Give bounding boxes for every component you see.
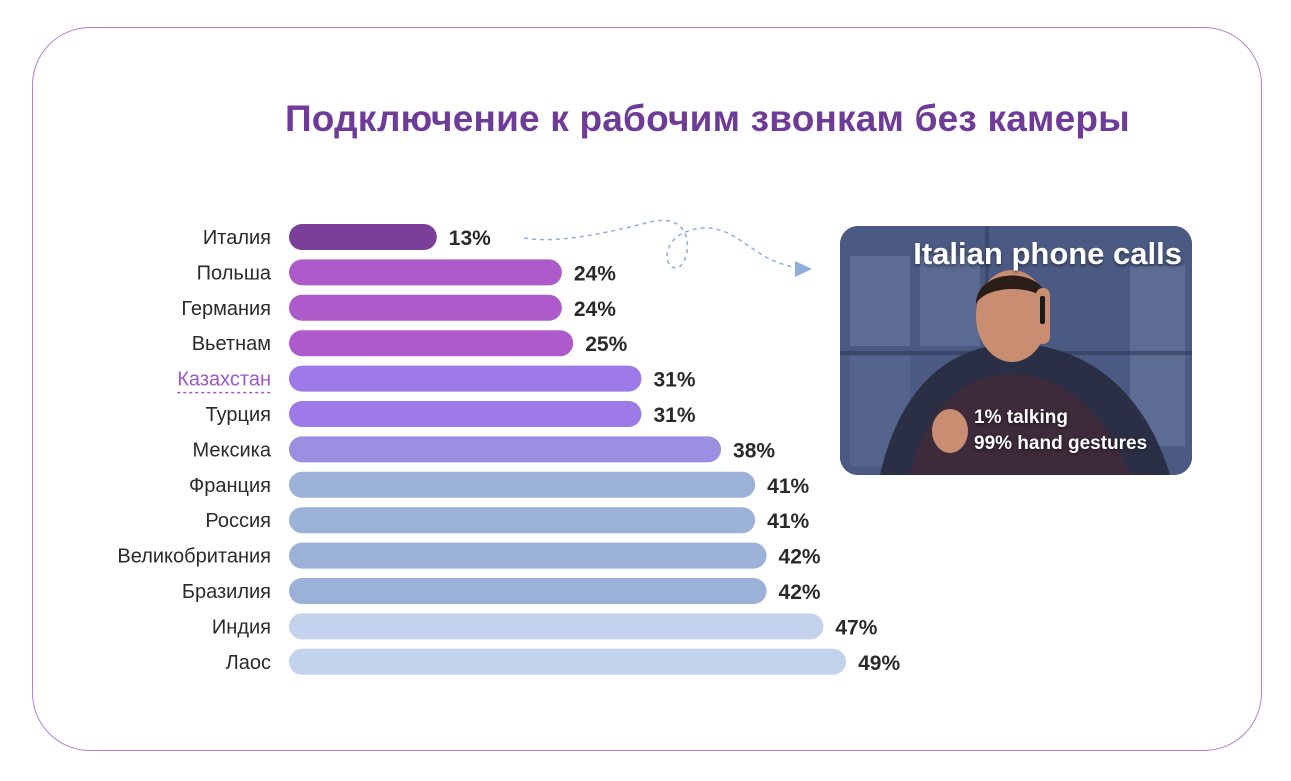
category-label: Турция: [206, 404, 271, 426]
category-label: Мексика: [193, 439, 272, 461]
value-label: 24%: [574, 262, 616, 285]
value-label: 31%: [653, 369, 695, 392]
value-label: 47%: [835, 616, 877, 639]
value-label: 41%: [767, 475, 809, 498]
value-label: 41%: [767, 510, 809, 533]
category-label: Бразилия: [182, 581, 271, 603]
category-label: Лаос: [226, 652, 271, 674]
category-label: Россия: [205, 510, 271, 532]
bar: [289, 471, 756, 498]
category-label: Франция: [189, 475, 271, 497]
photo-caption-line1: 1% talking: [974, 407, 1068, 428]
value-labels: 13% 24% 24% 25% 31% 31% 38% 41% 41% 42% 42% 47% 49%: [449, 227, 901, 675]
category-label: Германия: [181, 298, 271, 320]
bar: [289, 578, 767, 604]
chart-title: Подключение к рабочим звонкам без камеры: [285, 98, 1130, 139]
value-label: 42%: [779, 546, 821, 569]
value-label: 24%: [574, 298, 616, 321]
bar: [289, 436, 722, 463]
bar: [289, 542, 767, 569]
bar: [289, 401, 642, 427]
bar: [289, 613, 824, 640]
bar: [289, 507, 756, 534]
category-label: Казахстан: [177, 369, 271, 391]
card-frame: [32, 27, 1262, 751]
bar: [289, 330, 574, 357]
photo-title: Italian phone calls: [913, 236, 1182, 271]
category-label: Италия: [203, 227, 271, 249]
value-label: 13%: [449, 227, 491, 250]
photo-background: [840, 226, 1192, 475]
category-label: Великобритания: [117, 546, 271, 568]
value-label: 31%: [653, 404, 695, 427]
category-label: Индия: [212, 616, 271, 638]
meme-photo: Italian phone calls 1% talking 99% hand …: [840, 226, 1192, 475]
category-label: Вьетнам: [192, 333, 271, 355]
arrow-connector: [523, 219, 812, 277]
arrow-head: [795, 261, 812, 277]
category-label: Польша: [197, 262, 272, 284]
value-label: 49%: [858, 652, 900, 675]
bars: [289, 224, 847, 675]
category-labels: Италия Польша Германия Вьетнам Казахстан Турц…: [117, 227, 271, 674]
bar: [289, 294, 562, 321]
bar: [289, 648, 847, 675]
value-label: 38%: [733, 439, 775, 462]
bar: [289, 259, 562, 286]
value-label: 42%: [779, 581, 821, 604]
photo-caption-line2: 99% hand gestures: [974, 433, 1148, 454]
value-label: 25%: [585, 333, 627, 356]
bar: [289, 365, 642, 392]
bar: [289, 224, 437, 250]
arrow-path: [523, 219, 801, 269]
